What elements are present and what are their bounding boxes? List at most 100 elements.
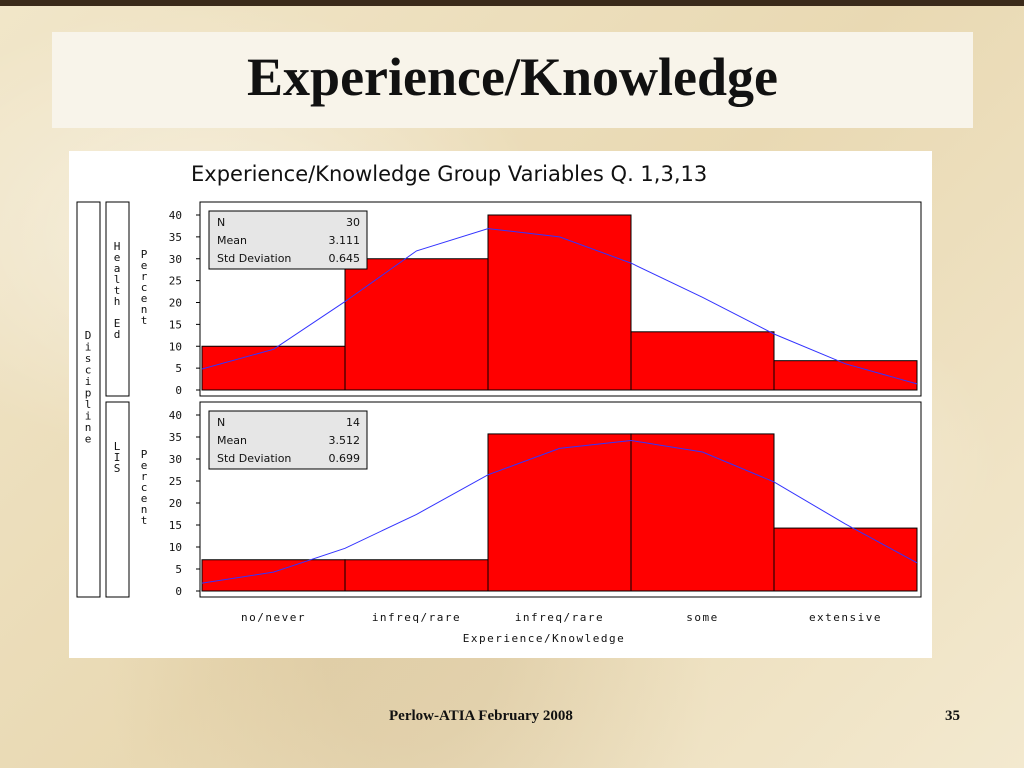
- x-tick-label: infreq/rare: [515, 611, 604, 624]
- top-rule: [0, 0, 1024, 6]
- stats-value: 3.111: [329, 234, 361, 247]
- discipline-label-char: n: [85, 421, 92, 434]
- discipline-label-char: i: [85, 341, 92, 354]
- histogram-bar: [487, 433, 632, 592]
- discipline-label-char: c: [85, 364, 92, 377]
- group-label-char: L: [114, 440, 121, 453]
- y-axis-label-char: e: [141, 492, 148, 505]
- y-tick-label: 30: [169, 253, 182, 266]
- histogram-panel-1: 0 5 10 15 20 25 30 35 40 N 30 Mean 3.111 Std Deviatio…: [114, 201, 922, 397]
- y-axis-label-char: c: [141, 281, 148, 294]
- health-ed-label-box: [105, 201, 130, 397]
- y-tick-label: 40: [169, 409, 182, 422]
- stats-label: Mean: [217, 434, 247, 447]
- histogram-bar: [201, 559, 346, 592]
- page-number: 35: [945, 708, 960, 724]
- discipline-label-char: l: [85, 398, 92, 411]
- stats-value: 0.699: [329, 452, 361, 465]
- y-tick-label: 25: [169, 275, 182, 288]
- discipline-label-char: s: [85, 352, 92, 365]
- footer-text: Perlow-ATIA February 2008: [389, 708, 573, 724]
- y-axis-label-char: c: [141, 481, 148, 494]
- y-tick-label: 5: [175, 362, 182, 375]
- x-tick-label: infreq/rare: [372, 611, 461, 624]
- histogram-bar: [773, 360, 918, 391]
- histogram-chart: Experience/Knowledge Group Variables Q. …: [76, 162, 922, 645]
- discipline-label-char: i: [85, 410, 92, 423]
- y-tick-label: 15: [169, 519, 182, 532]
- histogram-bar: [344, 559, 489, 592]
- chart-panel: Experience/Knowledge Group Variables Q. …: [69, 151, 932, 658]
- group-label-char: e: [114, 251, 121, 264]
- stats-box-frame: [208, 210, 368, 270]
- y-tick-label: 35: [169, 431, 182, 444]
- y-axis-label-char: e: [141, 459, 148, 472]
- y-axis-label-char: P: [141, 248, 148, 261]
- chart-title: Experience/Knowledge Group Variables Q. …: [191, 162, 707, 186]
- y-axis-label-char: e: [141, 292, 148, 305]
- y-axis-label-char: r: [141, 270, 148, 283]
- group-label-char: l: [114, 273, 121, 286]
- plot-frame: [199, 401, 922, 598]
- group-label-char: h: [114, 295, 121, 308]
- lis-label-box: [105, 401, 130, 598]
- y-tick-label: 30: [169, 453, 182, 466]
- y-tick-label: 10: [169, 541, 182, 554]
- group-label-char: d: [114, 328, 121, 341]
- discipline-label-char: p: [85, 387, 92, 400]
- group-label-char: t: [114, 284, 121, 297]
- histogram-bar: [630, 331, 775, 391]
- stats-label: Mean: [217, 234, 247, 247]
- y-axis-label-char: r: [141, 470, 148, 483]
- group-label-char: S: [114, 462, 121, 475]
- x-tick-label: some: [686, 611, 719, 624]
- y-tick-label: 5: [175, 563, 182, 576]
- stats-box: N 14 Mean 3.512 Std Deviation 0.699: [208, 410, 368, 470]
- x-tick-label: extensive: [809, 611, 882, 624]
- histogram-bar: [201, 345, 346, 391]
- histogram-bar: [487, 214, 632, 391]
- stats-value: 14: [346, 416, 360, 429]
- y-tick-label: 0: [175, 384, 182, 397]
- group-label-char: I: [114, 451, 121, 464]
- y-tick-label: 20: [169, 297, 182, 310]
- y-tick-label: 20: [169, 497, 182, 510]
- stats-value: 3.512: [329, 434, 361, 447]
- plot-frame: [199, 201, 922, 397]
- y-tick-label: 25: [169, 475, 182, 488]
- discipline-label-box: [76, 201, 101, 598]
- group-label-char: a: [114, 262, 121, 275]
- slide-title: Experience/Knowledge: [247, 47, 778, 107]
- group-label-char: H: [114, 240, 121, 253]
- y-tick-label: 40: [169, 209, 182, 222]
- y-axis-label-char: e: [141, 259, 148, 272]
- histogram-panel-2: 0 5 10 15 20 25 30 35 40 N 14 Mean 3.512 Std Deviatio…: [114, 401, 922, 598]
- y-axis-label-char: n: [141, 503, 148, 516]
- y-tick-label: 35: [169, 231, 182, 244]
- stats-value: 0.645: [329, 252, 361, 265]
- discipline-label-char: i: [85, 375, 92, 388]
- x-tick-label: no/never: [241, 611, 306, 624]
- group-label-char: E: [114, 317, 121, 330]
- y-axis-label-char: t: [141, 314, 148, 327]
- stats-box: N 30 Mean 3.111 Std Deviation 0.645: [208, 210, 368, 270]
- histogram-bar: [773, 527, 918, 592]
- stats-label: Std Deviation: [217, 452, 291, 465]
- stats-label: N: [217, 216, 225, 229]
- stats-box-frame: [208, 410, 368, 470]
- y-tick-label: 10: [169, 340, 182, 353]
- normal-curve: [201, 439, 918, 584]
- discipline-label-char: D: [85, 329, 92, 342]
- y-axis-label-char: n: [141, 303, 148, 316]
- x-axis-label: Experience/Knowledge: [463, 632, 625, 645]
- y-axis-label-char: t: [141, 514, 148, 527]
- histogram-bar: [344, 258, 489, 391]
- stats-label: Std Deviation: [217, 252, 291, 265]
- y-tick-label: 15: [169, 318, 182, 331]
- normal-curve: [201, 228, 918, 385]
- histogram-bar: [630, 433, 775, 592]
- title-box: Experience/Knowledge: [52, 32, 973, 128]
- stats-value: 30: [346, 216, 360, 229]
- y-axis-label-char: P: [141, 448, 148, 461]
- y-tick-label: 0: [175, 585, 182, 598]
